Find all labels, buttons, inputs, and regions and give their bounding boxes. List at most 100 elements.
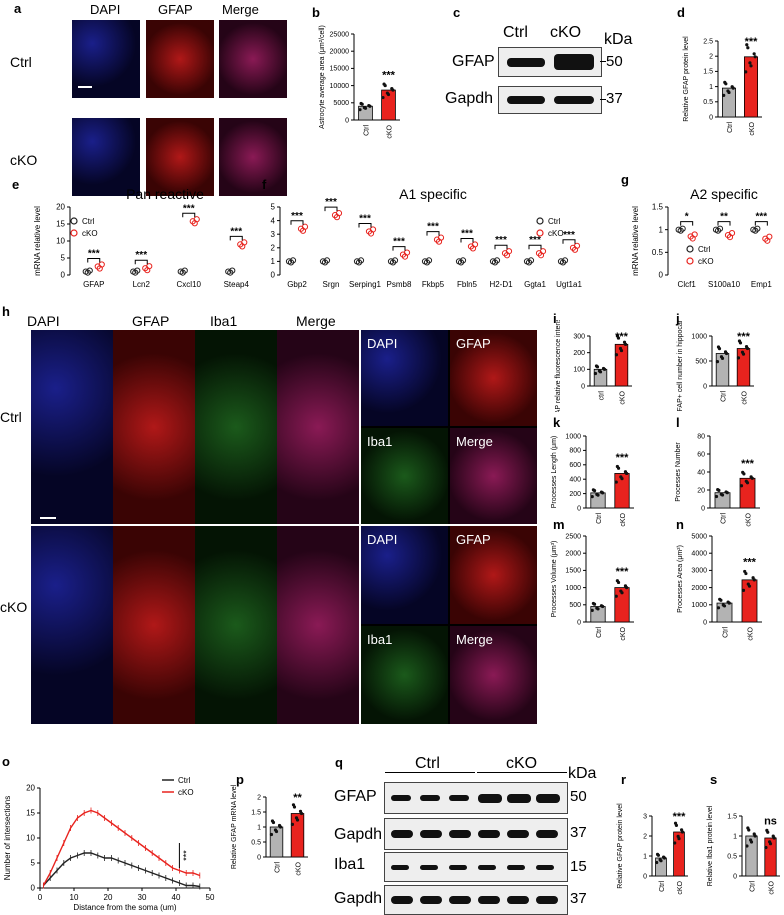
micrograph-h-cko-dapi — [31, 526, 113, 724]
y-tick-label: 15 — [56, 220, 65, 229]
band — [536, 793, 560, 803]
ctrl-point — [132, 269, 139, 276]
significance-label: *** — [291, 211, 303, 222]
significance-bracket — [290, 220, 304, 225]
band — [507, 793, 531, 803]
significance-label: ** — [293, 792, 302, 804]
significance-label: *** — [461, 228, 473, 239]
x-tick-label: 40 — [172, 893, 181, 902]
blot-q-ctrl: Ctrl — [415, 755, 440, 772]
ctrl-point — [559, 259, 567, 266]
ctrl-point — [181, 267, 188, 274]
bar — [655, 857, 667, 877]
panel-label-i: i — [553, 311, 557, 326]
data-point — [741, 588, 746, 592]
y-axis-label: Processes Area (μm²) — [677, 545, 684, 613]
legend-label: cKO — [548, 229, 564, 238]
mw-tick — [600, 99, 606, 100]
x-axis-label: Distance from the soma (um) — [73, 903, 176, 912]
bar — [590, 492, 606, 509]
y-tick-label: 0 — [709, 114, 713, 121]
y-tick-label: 5 — [31, 859, 36, 868]
data-point — [745, 481, 750, 485]
x-tick-label: Ctrl — [721, 513, 728, 524]
x-tick-label: Ctrl — [727, 122, 734, 133]
x-tick-label: 20 — [104, 893, 113, 902]
x-tick-label: Ctrl — [723, 627, 730, 638]
chart-s: 0 0.5 1 1.5 Relative Iba1 protein level Ctrl c… — [707, 805, 780, 895]
micrograph-h-cko-merge — [277, 526, 359, 724]
x-tick-label: GFAP — [83, 280, 104, 289]
h-row-cko: cKO — [0, 599, 28, 615]
y-tick-label: 0 — [581, 383, 585, 390]
data-point — [590, 608, 594, 612]
group-line-cko — [477, 772, 567, 773]
band — [478, 830, 500, 838]
data-point — [620, 477, 624, 481]
x-tick-label: cKO — [387, 124, 394, 138]
band — [536, 830, 558, 838]
zoom-ctrl-merge — [450, 428, 537, 524]
y-tick-label: 0 — [271, 271, 276, 280]
ctrl-point — [423, 259, 431, 266]
data-point — [662, 856, 667, 860]
ctrl-point — [229, 267, 236, 274]
y-tick-label: 2000 — [691, 585, 707, 592]
x-tick-label: cKO — [769, 880, 776, 894]
y-tick-label: 0 — [257, 854, 261, 861]
data-point — [764, 845, 768, 850]
data-point — [595, 365, 600, 369]
data-point — [590, 495, 594, 499]
data-point — [724, 82, 728, 86]
significance-label: *** — [563, 230, 575, 241]
ctrl-point — [134, 267, 141, 274]
significance-label: *** — [741, 458, 755, 470]
data-point — [717, 488, 721, 493]
x-tick-label: Steap4 — [224, 280, 250, 289]
data-point — [290, 822, 295, 826]
legend-label: Ctrl — [548, 217, 561, 226]
blot-c-gfap — [498, 47, 602, 77]
data-point — [614, 480, 618, 484]
panel-label-f: f — [262, 177, 267, 192]
micrograph-h-ctrl-iba1 — [195, 330, 277, 524]
band — [449, 864, 467, 870]
band — [391, 864, 409, 870]
blot-strip — [384, 885, 568, 915]
significance-bracket — [680, 221, 694, 226]
ctrl-point — [289, 257, 297, 264]
y-tick-label: 400 — [569, 477, 581, 484]
panel-label-l: l — [676, 415, 680, 430]
y-tick-label: 600 — [569, 462, 581, 469]
data-point — [738, 341, 743, 345]
band — [420, 795, 440, 801]
cko-point — [98, 261, 105, 268]
ctrl-point — [525, 259, 533, 266]
y-axis-label: Relative GFAP protein level — [683, 36, 690, 122]
cko-point — [573, 242, 581, 249]
bar — [741, 579, 758, 623]
legend-marker — [686, 245, 694, 253]
significance-label: *** — [182, 850, 192, 861]
data-point — [386, 92, 391, 97]
band — [554, 96, 594, 104]
legend-marker — [70, 217, 78, 225]
chart-m: 0 500 1000 1500 2000 2500 Processes Volume (μm… — [551, 533, 634, 641]
ctrl-point — [86, 267, 93, 274]
y-tick-label: 1 — [271, 257, 276, 266]
bar — [590, 606, 606, 623]
data-point — [625, 471, 629, 476]
y-tick-label: 15000 — [330, 66, 350, 73]
bar — [722, 87, 737, 118]
data-point — [745, 43, 749, 47]
ctrl-point — [527, 257, 535, 264]
bar — [673, 831, 685, 877]
x-tick-label: cKO — [620, 512, 627, 526]
significance-label: *** — [359, 213, 371, 224]
x-tick-label: Ctrl — [364, 125, 371, 136]
zoom-cko-merge-label: Merge — [456, 632, 493, 647]
zoom-cko-gfap-label: GFAP — [456, 532, 491, 547]
bar — [716, 602, 733, 623]
blot-q-mw15: 15 — [570, 858, 587, 875]
